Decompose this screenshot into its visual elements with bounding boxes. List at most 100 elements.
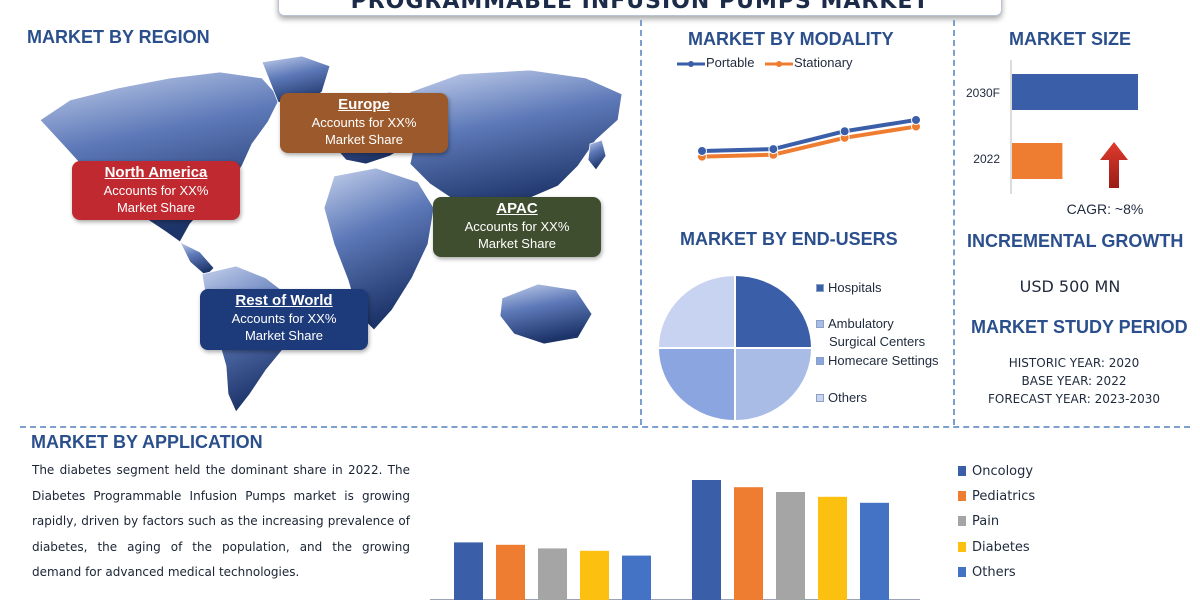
growth-arrow-icon <box>1100 142 1128 188</box>
stationary-legend-marker <box>765 60 793 67</box>
map-asia <box>409 69 623 215</box>
pie-legend-others: Others <box>816 389 867 407</box>
historic-year: HISTORIC YEAR: 2020 <box>1008 356 1140 370</box>
incremental-growth-value: USD 500 MN <box>1019 277 1121 296</box>
legend-portable-label: Portable <box>706 55 755 70</box>
region-box-rest-of-world: Rest of World Accounts for XX% Market Sh… <box>200 289 368 350</box>
app-legend-others: Others <box>958 565 1016 580</box>
modality-point-portable-3 <box>911 114 921 125</box>
pie-legend-hospitals-label: Hospitals <box>828 280 882 295</box>
modality-series-stationary <box>701 124 917 159</box>
region-box-europe: Europe Accounts for XX% Market Share <box>280 93 448 153</box>
page-title: PROGRAMMABLE INFUSION PUMPS MARKET <box>350 0 930 14</box>
size-label-2022: 2022 <box>973 152 1000 166</box>
app-bar-oncology-0 <box>454 542 483 600</box>
app-legend-oncology-label: Oncology <box>972 464 1034 479</box>
app-bar-others-1 <box>860 502 889 600</box>
pie-slice-3 <box>656 273 736 349</box>
map-japan <box>587 139 607 171</box>
region-apac-share: Accounts for XX% <box>464 219 570 234</box>
pie-legend-homecare-label: Homecare Settings <box>828 353 939 368</box>
region-apac-label: Market Share <box>477 236 557 251</box>
map-central-america <box>179 241 215 277</box>
region-section-title: MARKET BY REGION <box>27 27 210 47</box>
size-bar-0 <box>1012 74 1138 110</box>
application-description: The diabetes segment held the dominant s… <box>32 463 410 579</box>
modality-point-portable-2 <box>839 126 850 137</box>
application-section-title: MARKET BY APPLICATION <box>31 432 263 452</box>
end-users-section-title: MARKET BY END-USERS <box>680 229 898 249</box>
pie-legend-surgical-centers: Surgical Centers <box>829 333 925 351</box>
pie-legend-hospitals: Hospitals <box>816 279 881 297</box>
region-rest-of-world-share: Accounts for XX% <box>231 311 337 326</box>
pediatrics-swatch <box>958 491 966 501</box>
app-bar-pain-0 <box>538 548 567 600</box>
region-apac-name: APAC <box>496 200 538 217</box>
app-bar-diabetes-0 <box>580 550 609 600</box>
oncology-swatch <box>958 466 966 476</box>
app-legend-pediatrics-label: Pediatrics <box>972 489 1036 504</box>
region-rest-of-world-label: Market Share <box>244 328 324 343</box>
others-swatch <box>816 394 824 402</box>
region-europe-share: Accounts for XX% <box>311 115 417 130</box>
modality-series-portable <box>701 117 917 153</box>
modality-section-title: MARKET BY MODALITY <box>688 29 894 49</box>
app-bar-pediatrics-0 <box>496 544 525 600</box>
app-bar-pain-1 <box>776 492 805 600</box>
pain-swatch <box>958 516 966 526</box>
map-australia <box>499 283 593 345</box>
application-bar-chart <box>430 480 920 600</box>
region-north-america-share: Accounts for XX% <box>103 183 209 198</box>
app-legend-oncology: Oncology <box>958 464 1033 479</box>
modality-point-portable-0 <box>697 145 707 156</box>
app-legend-pain-label: Pain <box>972 514 1000 529</box>
portable-legend-marker <box>677 60 705 67</box>
market-size-bar-chart <box>1010 60 1138 194</box>
ambulatory-swatch <box>816 320 824 328</box>
app-bar-pediatrics-1 <box>734 487 763 600</box>
pie-legend-ambulatory-label: Ambulatory <box>828 316 894 331</box>
forecast-year: FORECAST YEAR: 2023-2030 <box>988 392 1160 406</box>
modality-legend-portable: Portable <box>676 55 754 70</box>
legend-stationary-label: Stationary <box>794 55 853 70</box>
diabetes-swatch <box>958 542 966 552</box>
region-north-america-name: North America <box>104 164 208 181</box>
region-box-apac: APAC Accounts for XX% Market Share <box>433 197 601 257</box>
pie-slice-2 <box>656 347 736 423</box>
hospitals-swatch <box>816 284 824 292</box>
app-legend-pediatrics: Pediatrics <box>958 489 1035 504</box>
divider-top-bottom <box>20 426 1190 428</box>
app-bar-oncology-1 <box>692 480 721 600</box>
modality-legend-stationary: Stationary <box>764 55 853 70</box>
pie-legend-surgical-centers-label: Surgical Centers <box>829 334 926 349</box>
app-others-swatch <box>958 567 966 577</box>
pie-legend-homecare: Homecare Settings <box>816 352 939 370</box>
pie-slice-1 <box>734 347 814 423</box>
pie-legend-ambulatory: Ambulatory <box>816 315 894 333</box>
app-legend-diabetes-label: Diabetes <box>972 540 1030 555</box>
region-north-america-label: Market Share <box>116 200 196 215</box>
app-legend-pain: Pain <box>958 514 999 529</box>
region-rest-of-world-name: Rest of World <box>235 292 333 309</box>
cagr-text: CAGR: ~8% <box>1066 201 1144 217</box>
app-bar-others-0 <box>622 555 651 600</box>
modality-point-portable-1 <box>768 144 779 155</box>
base-year: BASE YEAR: 2022 <box>1021 374 1127 388</box>
modality-line-chart <box>697 114 921 162</box>
region-europe-label: Market Share <box>324 132 404 147</box>
pie-legend-others-label: Others <box>828 390 868 405</box>
app-legend-diabetes: Diabetes <box>958 540 1030 555</box>
pie-slice-0 <box>734 273 814 349</box>
end-users-pie-chart <box>656 273 814 423</box>
homecare-swatch <box>816 357 824 365</box>
size-bar-1 <box>1012 143 1063 179</box>
app-legend-others-label: Others <box>972 565 1016 580</box>
title-banner: PROGRAMMABLE INFUSION PUMPS MARKET <box>278 0 1002 16</box>
divider-region-modality <box>640 20 642 425</box>
region-europe-name: Europe <box>338 96 390 113</box>
size-label-2030f: 2030F <box>965 86 1000 100</box>
market-size-title: MARKET SIZE <box>1009 29 1132 49</box>
incremental-growth-title: INCREMENTAL GROWTH <box>967 231 1184 251</box>
divider-modality-size <box>953 20 955 425</box>
app-bar-diabetes-1 <box>818 496 847 600</box>
